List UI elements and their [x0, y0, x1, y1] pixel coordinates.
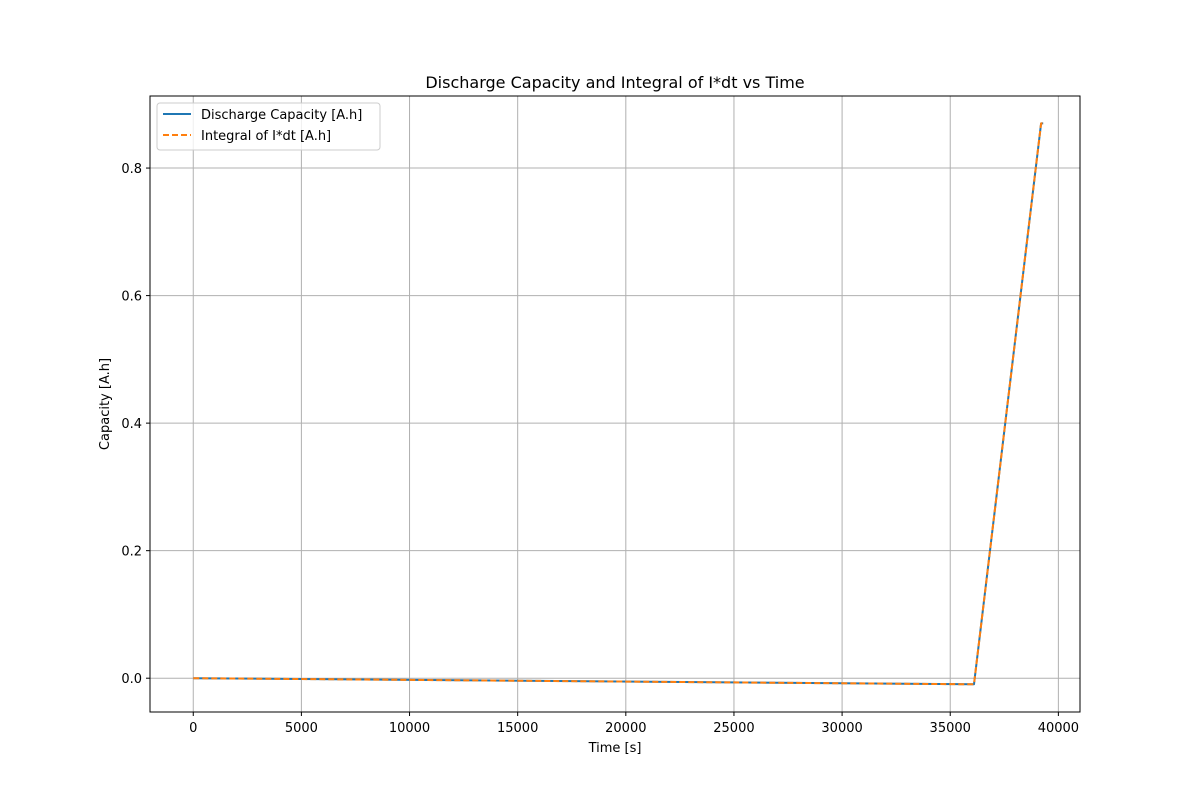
chart-title: Discharge Capacity and Integral of I*dt … — [425, 73, 804, 92]
plot-frame — [149, 95, 1081, 713]
legend-box — [156, 102, 381, 151]
legend: Discharge Capacity [A.h] Integral of I*d… — [156, 102, 381, 151]
y-tick-label: 0.2 — [121, 545, 142, 560]
y-tick-label: 0.6 — [121, 290, 142, 305]
x-tick-label: 20000 — [605, 721, 646, 736]
grid — [150, 96, 1080, 712]
x-tick-label: 35000 — [930, 721, 971, 736]
legend-label-discharge-capacity: Discharge Capacity [A.h] — [201, 108, 362, 123]
x-tick-label: 15000 — [497, 721, 538, 736]
legend-label-integral: Integral of I*dt [A.h] — [201, 129, 331, 144]
x-tick-label: 25000 — [713, 721, 754, 736]
x-axis-label: Time [s] — [588, 741, 642, 756]
x-tick-label: 10000 — [389, 721, 430, 736]
y-tick-label: 0.4 — [121, 417, 142, 432]
x-tick-label: 30000 — [821, 721, 862, 736]
plot-lines — [193, 122, 1044, 686]
series-line-integral — [193, 122, 1044, 686]
y-tick-label: 0.0 — [121, 672, 142, 687]
y-axis-label: Capacity [A.h] — [98, 358, 113, 450]
ticks: 0 5000 10000 15000 20000 25000 30000 35000 40000… — [121, 162, 1079, 736]
x-tick-label: 5000 — [285, 721, 318, 736]
x-tick-label: 40000 — [1038, 721, 1079, 736]
y-tick-label: 0.8 — [121, 162, 142, 177]
x-tick-label: 0 — [189, 721, 197, 736]
